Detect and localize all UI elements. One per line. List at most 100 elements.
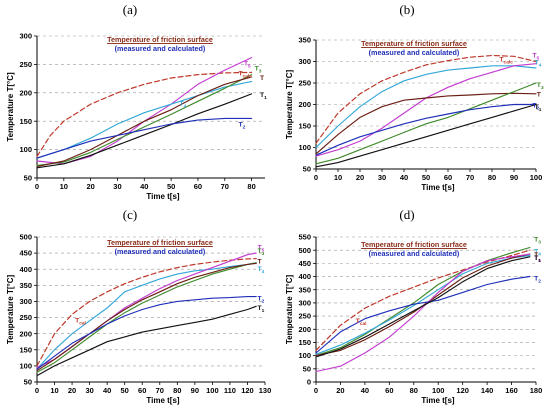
y-axis-title: Temperature T[°C]	[285, 275, 294, 345]
x-tick-label: 0	[35, 386, 39, 395]
y-tick-label: 400	[19, 265, 32, 274]
x-tick-label: 0	[314, 173, 318, 182]
series-label-t4: T4	[179, 100, 186, 109]
x-tick-label: 140	[481, 386, 494, 395]
x-axis-title: Time t[s]	[421, 396, 455, 405]
series-line-t4	[315, 254, 531, 355]
series-line-t3	[315, 82, 537, 165]
chart-title: Temperature of friction surface	[361, 39, 467, 48]
series-line-t1	[36, 93, 253, 169]
x-tick-label: 20	[86, 182, 94, 191]
x-tick-label: 40	[140, 182, 148, 191]
x-tick-label: 70	[466, 173, 474, 182]
y-tick-label: 500	[298, 246, 311, 255]
panel-letter: (d)	[399, 207, 414, 222]
chart-subtitle: (measured and calculated)	[369, 249, 460, 258]
x-tick-label: 60	[194, 182, 202, 191]
y-tick-label: 350	[298, 36, 311, 45]
series-label-t: T	[537, 92, 542, 99]
x-tick-label: 20	[356, 173, 364, 182]
x-tick-label: 100	[530, 173, 543, 182]
y-tick-label: 250	[19, 60, 32, 69]
x-tick-label: 40	[361, 386, 369, 395]
series-label-t5: T5	[532, 52, 539, 61]
chart-panel-c: (c) 50 100 150 200 250 300 350 400 450 500 0 10 20 30 4…	[6, 207, 271, 405]
series-line-t1	[315, 103, 537, 168]
chart-subtitle: (measured and calculated)	[115, 247, 206, 256]
x-axis-title: Time t[s]	[421, 183, 455, 192]
y-tick-label: 250	[19, 313, 32, 322]
y-tick-label: 150	[19, 117, 32, 126]
y-tick-label: 50	[303, 364, 311, 373]
y-tick-label: 150	[298, 338, 311, 347]
y-tick-label: 200	[19, 88, 32, 97]
y-tick-label: 200	[298, 100, 311, 109]
x-tick-label: 30	[378, 173, 386, 182]
x-tick-label: 10	[50, 386, 58, 395]
chart-panel-b: (b) 50 100 150 200 250 300 350 0 10 20 30 40 50 60 70 80…	[285, 2, 544, 192]
x-tick-label: 0	[35, 182, 39, 191]
series-label-t-cal: Tcal	[75, 317, 86, 326]
series-line-t4	[36, 80, 253, 159]
x-axis-title: Time t[s]	[146, 396, 180, 405]
x-tick-label: 120	[456, 386, 469, 395]
series-label-t1: T1	[534, 255, 541, 264]
series-label-t-cal: Tcal	[356, 318, 367, 327]
series-label-t3: T3	[537, 82, 544, 91]
x-tick-label: 90	[510, 173, 518, 182]
series-label-t1: T1	[260, 92, 267, 101]
chart-title: Temperature of friction surface	[107, 35, 213, 44]
y-tick-label: 250	[298, 312, 311, 321]
chart-title: Temperature of friction surface	[361, 240, 467, 249]
y-tick-label: 300	[298, 57, 311, 66]
panel-letter: (b)	[399, 2, 414, 17]
chart-title: Temperature of friction surface	[107, 238, 213, 247]
x-tick-label: 130	[259, 386, 272, 395]
series-label-t2: T2	[257, 296, 264, 305]
series-label-t: T	[534, 252, 539, 259]
y-tick-label: 550	[298, 233, 311, 242]
x-tick-label: 80	[173, 386, 181, 395]
x-tick-label: 70	[156, 386, 164, 395]
x-tick-label: 70	[221, 182, 229, 191]
series-label-t: T	[257, 259, 262, 266]
x-tick-label: 10	[334, 173, 342, 182]
y-tick-label: 300	[298, 299, 311, 308]
y-tick-label: 400	[298, 272, 311, 281]
y-tick-label: 500	[19, 233, 32, 242]
series-line-t	[315, 253, 531, 357]
series-line-t-calc	[36, 71, 253, 157]
y-tick-label: 100	[298, 351, 311, 360]
chart-panel-d: (d) 0 50 100 150 200 250 300 350 400 450 500 550 0 20 4…	[285, 207, 542, 405]
x-tick-label: 60	[138, 386, 146, 395]
series-line-t3	[36, 74, 253, 167]
y-tick-label: 350	[298, 285, 311, 294]
series-line-t2	[36, 296, 257, 370]
x-axis-title: Time t[s]	[146, 192, 180, 201]
x-tick-label: 10	[60, 182, 68, 191]
x-tick-label: 100	[206, 386, 219, 395]
y-tick-label: 350	[19, 281, 32, 290]
x-tick-label: 30	[113, 182, 121, 191]
series-label-t3: T3	[534, 237, 541, 246]
series-line-t5	[315, 63, 537, 157]
x-tick-label: 120	[241, 386, 254, 395]
series-label-t-calc: Tcalc	[499, 57, 513, 66]
series-label-t2: T2	[238, 121, 245, 130]
x-tick-label: 50	[167, 182, 175, 191]
series-line-t-cal	[36, 258, 257, 367]
y-tick-label: 450	[298, 259, 311, 268]
series-line-t	[315, 92, 537, 155]
series-line-t4	[315, 65, 537, 149]
x-tick-label: 40	[400, 173, 408, 182]
series-line-t-calc	[315, 54, 537, 144]
y-tick-label: 50	[24, 174, 32, 183]
x-tick-label: 0	[314, 386, 318, 395]
series-line-t	[36, 76, 253, 168]
y-tick-label: 200	[298, 325, 311, 334]
series-label-t1: T1	[257, 305, 264, 314]
series-label-t1: T1	[535, 104, 542, 113]
series-line-t2	[315, 275, 531, 354]
series-label-t5: T5	[534, 255, 541, 264]
